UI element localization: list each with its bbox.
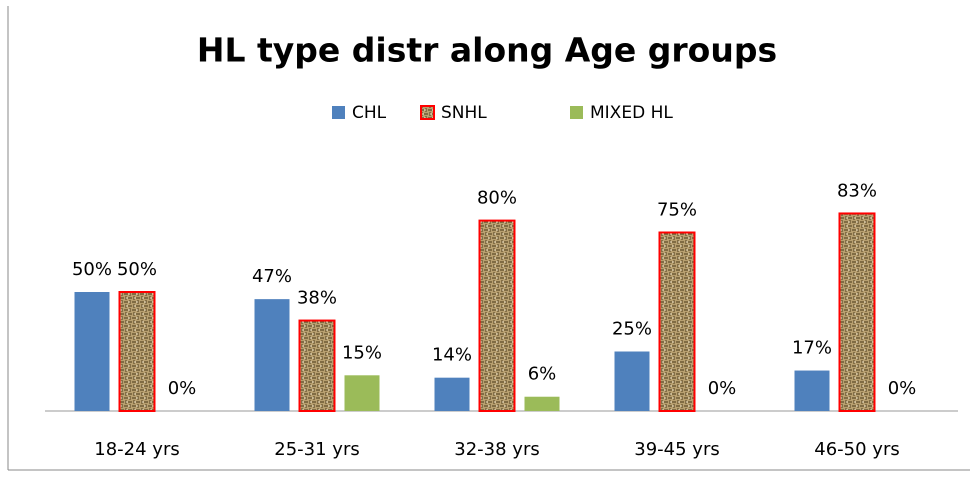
data-label: 0% [888,378,917,399]
x-tick-label: 39-45 yrs [634,439,719,460]
legend-label: SNHL [441,103,487,123]
data-label: 80% [477,188,517,209]
bar [794,370,830,411]
chart-title: HL type distr along Age groups [197,31,777,70]
data-label: 83% [837,180,877,201]
bar [298,319,336,412]
data-label: 50% [72,259,112,280]
legend-label: MIXED HL [590,103,673,123]
data-label: 50% [117,259,157,280]
legend-swatch [332,106,345,119]
x-tick-label: 32-38 yrs [454,439,539,460]
bar [118,291,156,412]
bar [478,219,516,412]
data-label: 38% [297,288,337,309]
bar [838,212,876,412]
legend-swatch [570,106,583,119]
bar [74,292,110,411]
bar [344,375,380,411]
bar [614,351,650,411]
x-tick-label: 46-50 yrs [814,439,899,460]
data-label: 14% [432,345,472,366]
data-label: 15% [342,342,382,363]
data-label: 0% [168,378,197,399]
data-label: 17% [792,338,832,359]
bar [658,231,696,412]
bar [524,396,560,411]
data-label: 47% [252,266,292,287]
legend-swatch [420,105,435,120]
bar [434,377,470,411]
x-tick-label: 25-31 yrs [274,439,359,460]
legend-label: CHL [352,103,387,123]
data-label: 0% [708,378,737,399]
x-tick-label: 18-24 yrs [94,439,179,460]
bar [254,299,290,411]
data-label: 25% [612,319,652,340]
data-label: 75% [657,200,697,221]
data-label: 6% [528,364,557,385]
